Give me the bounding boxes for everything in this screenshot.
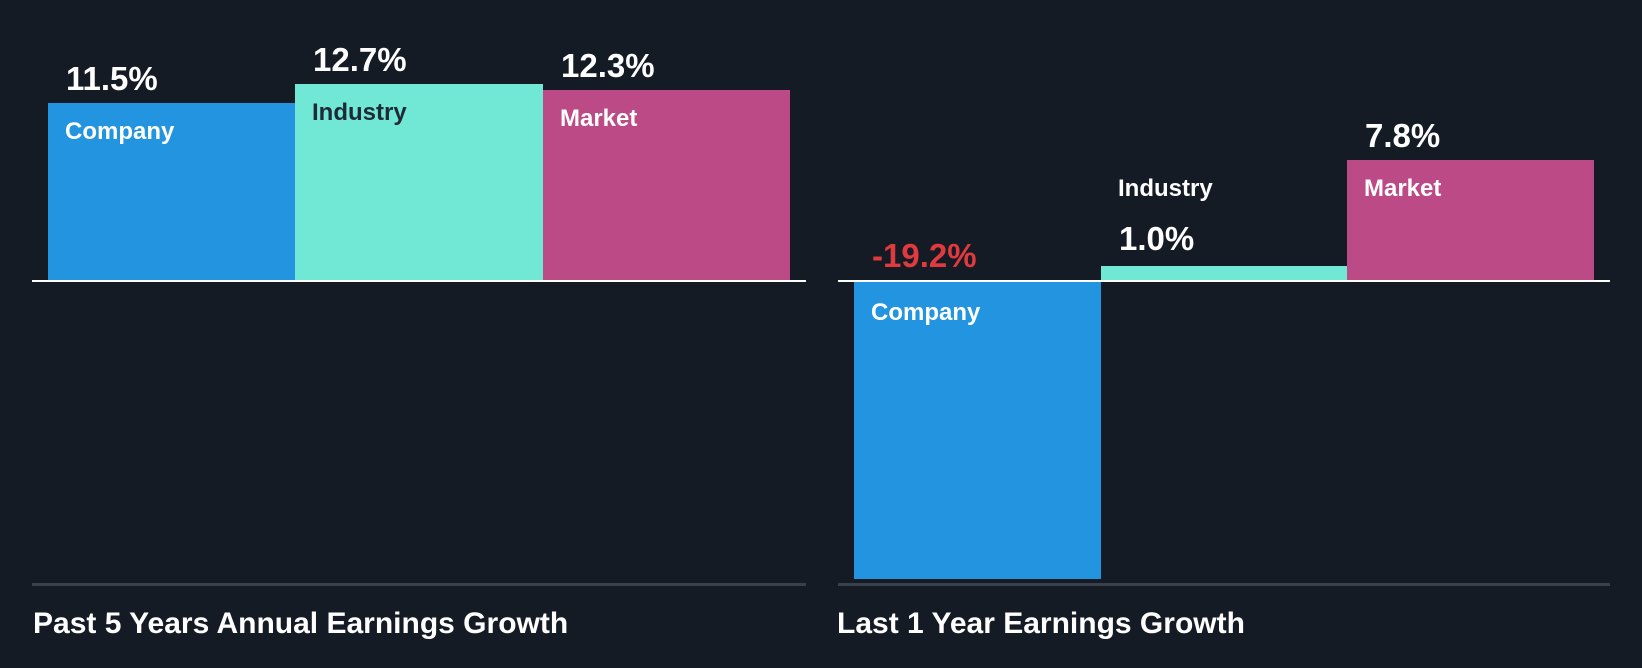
zero-baseline <box>32 280 806 282</box>
value-label-market: 7.8% <box>1365 117 1441 155</box>
bar-industry <box>295 84 543 281</box>
chart-bottom-line <box>838 583 1610 586</box>
chart-title: Last 1 Year Earnings Growth <box>837 607 1245 640</box>
bar-market <box>1347 160 1594 281</box>
value-label-industry: 12.7% <box>313 41 407 79</box>
value-label-industry: 1.0% <box>1119 219 1195 257</box>
value-label-company: -19.2% <box>872 237 977 274</box>
bar-label-industry: Industry <box>312 99 407 127</box>
bar-label-market: Market <box>560 105 638 133</box>
bar-market <box>543 90 790 281</box>
value-label-market: 12.3% <box>561 47 655 85</box>
bar-label-company: Company <box>871 299 981 326</box>
chart-panel-past-5-years: 11.5% 12.7% 12.3% Company Industry Marke… <box>32 41 806 640</box>
bar-label-company: Company <box>65 117 175 145</box>
chart-title: Past 5 Years Annual Earnings Growth <box>33 607 569 640</box>
bar-industry <box>1101 265 1347 281</box>
chart-bottom-line <box>32 583 806 586</box>
bar-label-industry: Industry <box>1118 174 1213 202</box>
zero-baseline <box>838 280 1610 282</box>
bar-company <box>854 281 1101 579</box>
value-label-company: 11.5% <box>66 59 158 97</box>
bar-label-market: Market <box>1364 175 1442 203</box>
bar-company <box>48 102 295 281</box>
